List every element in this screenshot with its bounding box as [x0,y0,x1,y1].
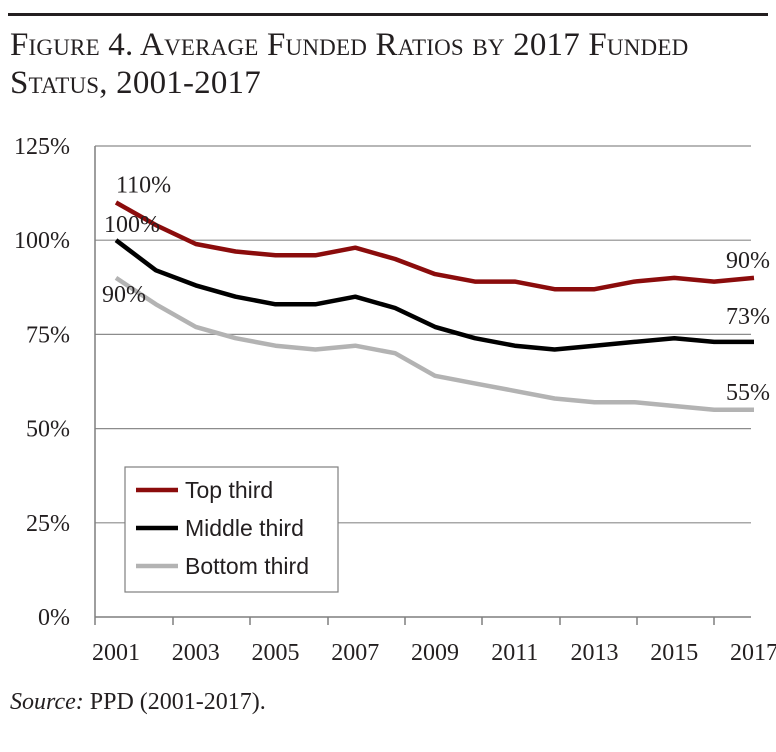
bottom-third-start-label: 90% [102,282,146,308]
bottom-third-line [114,276,754,413]
axes: 0% 25% 50% 75% 100% 125% 2001 2003 2005 2007 2009 2… [14,134,776,666]
source-text: PPD (2001-2017). [89,689,266,715]
figure-title: Figure 4. Average Funded Ratios by 2017 … [10,26,770,102]
title-rule [8,13,768,16]
y-tick-label: 50% [26,417,70,443]
figure-title-line-2: Status, 2001-2017 [10,65,261,101]
series-lines [114,200,755,413]
x-tick-label: 2017 [730,640,776,666]
x-tick-label: 2009 [411,640,459,666]
legend-label-top-third: Top third [185,477,273,503]
data-labels: 110% 90% 100% 73% 90% 55% [102,173,770,406]
top-third-start-label: 110% [116,173,171,199]
y-tick-label: 75% [26,322,70,348]
middle-third-end-label: 73% [726,304,770,330]
figure-title-line-1: Figure 4. Average Funded Ratios by 2017 … [10,27,689,63]
gridlines [95,145,751,524]
top-third-end-label: 90% [726,248,770,274]
y-tick-label: 100% [14,228,70,254]
x-tick-label: 2011 [491,640,538,666]
middle-third-line [114,238,754,352]
y-tick-label: 125% [14,134,70,160]
y-tick-label: 0% [38,605,70,631]
x-tick-label: 2015 [650,640,698,666]
x-tick-label: 2001 [92,640,140,666]
legend-label-middle-third: Middle third [185,515,304,541]
bottom-third-end-label: 55% [726,380,770,406]
x-tick-label: 2013 [571,640,619,666]
middle-third-start-label: 100% [104,212,160,238]
x-tick-label: 2005 [252,640,300,666]
legend-label-bottom-third: Bottom third [185,553,309,579]
top-third-line [114,200,755,292]
source-label: Source: [10,689,84,715]
x-tick-label: 2003 [172,640,220,666]
x-tick-label: 2007 [331,640,379,666]
legend: Top third Middle third Bottom third [124,466,339,593]
y-tick-label: 25% [26,511,70,537]
source-note: Source: PPD (2001-2017). [10,688,266,716]
